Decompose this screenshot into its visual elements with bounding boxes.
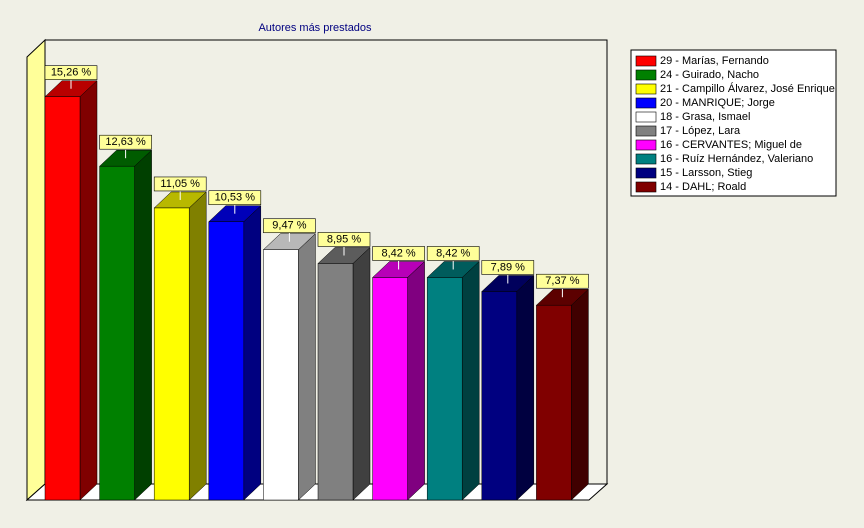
- bar-side: [516, 274, 535, 501]
- value-label-box: [372, 246, 425, 261]
- legend-swatch: [635, 55, 657, 67]
- value-label-box: [317, 232, 371, 247]
- legend-label: 29 - Marías, Fernando: [660, 55, 769, 67]
- bar: [153, 207, 190, 501]
- value-label-box: [208, 190, 262, 206]
- bar-side: [134, 149, 152, 501]
- chart-title: Autores más prestados: [258, 22, 372, 34]
- bar-side: [243, 205, 262, 501]
- legend-label: 15 - Larsson, Stieg: [660, 167, 752, 179]
- legend-swatch: [635, 97, 657, 109]
- side-wall: [26, 38, 46, 502]
- value-label-box: [263, 218, 316, 234]
- value-label: 7,89 %: [491, 261, 525, 273]
- legend-label: 18 - Grasa, Ismael: [660, 111, 750, 123]
- legend-swatch: [635, 139, 657, 151]
- legend-label: 20 - MANRIQUE; Jorge: [660, 97, 775, 109]
- legend-swatch: [635, 111, 657, 123]
- bar-side: [188, 191, 207, 501]
- bar-side: [298, 233, 316, 501]
- bar-side: [407, 260, 425, 501]
- value-label: 11,05 %: [160, 178, 200, 190]
- legend-label: 21 - Campillo Álvarez, José Enrique: [660, 82, 835, 95]
- bar: [99, 165, 135, 501]
- legend-swatch: [635, 153, 657, 165]
- bar-side: [79, 80, 98, 501]
- value-label: 9,47 %: [272, 220, 306, 232]
- bar: [536, 304, 572, 501]
- bar: [317, 263, 354, 501]
- value-label-box: [44, 65, 98, 80]
- legend-label: 24 - Guirado, Nacho: [660, 69, 759, 81]
- legend-swatch: [635, 83, 657, 95]
- value-label-box: [481, 260, 535, 275]
- legend: [630, 49, 837, 197]
- legend-label: 17 - López, Lara: [660, 125, 741, 137]
- legend-swatch: [635, 125, 657, 137]
- value-label: 12,63 %: [105, 136, 146, 148]
- value-label: 8,42 %: [436, 247, 470, 259]
- legend-label: 14 - DAHL; Roald: [660, 181, 746, 193]
- bar: [481, 291, 518, 501]
- legend-swatch: [635, 181, 657, 193]
- bar-side: [352, 246, 371, 501]
- bar: [44, 96, 81, 501]
- value-label: 8,42 %: [381, 247, 415, 259]
- value-label: 10,53 %: [215, 192, 256, 204]
- value-label-box: [99, 134, 152, 150]
- value-label-box: [426, 246, 480, 261]
- value-label-box: [153, 176, 207, 192]
- legend-swatch: [635, 167, 657, 179]
- value-label: 8,95 %: [327, 233, 361, 245]
- bar-side: [571, 288, 589, 501]
- bar-side: [461, 260, 480, 501]
- value-label: 7,37 %: [545, 275, 579, 287]
- legend-label: 16 - Ruíz Hernández, Valeriano: [660, 153, 813, 165]
- legend-label: 16 - CERVANTES; Miguel de: [660, 139, 802, 151]
- bar: [263, 249, 299, 501]
- value-label-box: [536, 273, 589, 289]
- legend-swatch: [635, 69, 657, 81]
- bar: [208, 221, 245, 501]
- bar: [426, 277, 463, 501]
- bar: [372, 277, 408, 501]
- value-label: 15,26 %: [51, 67, 92, 79]
